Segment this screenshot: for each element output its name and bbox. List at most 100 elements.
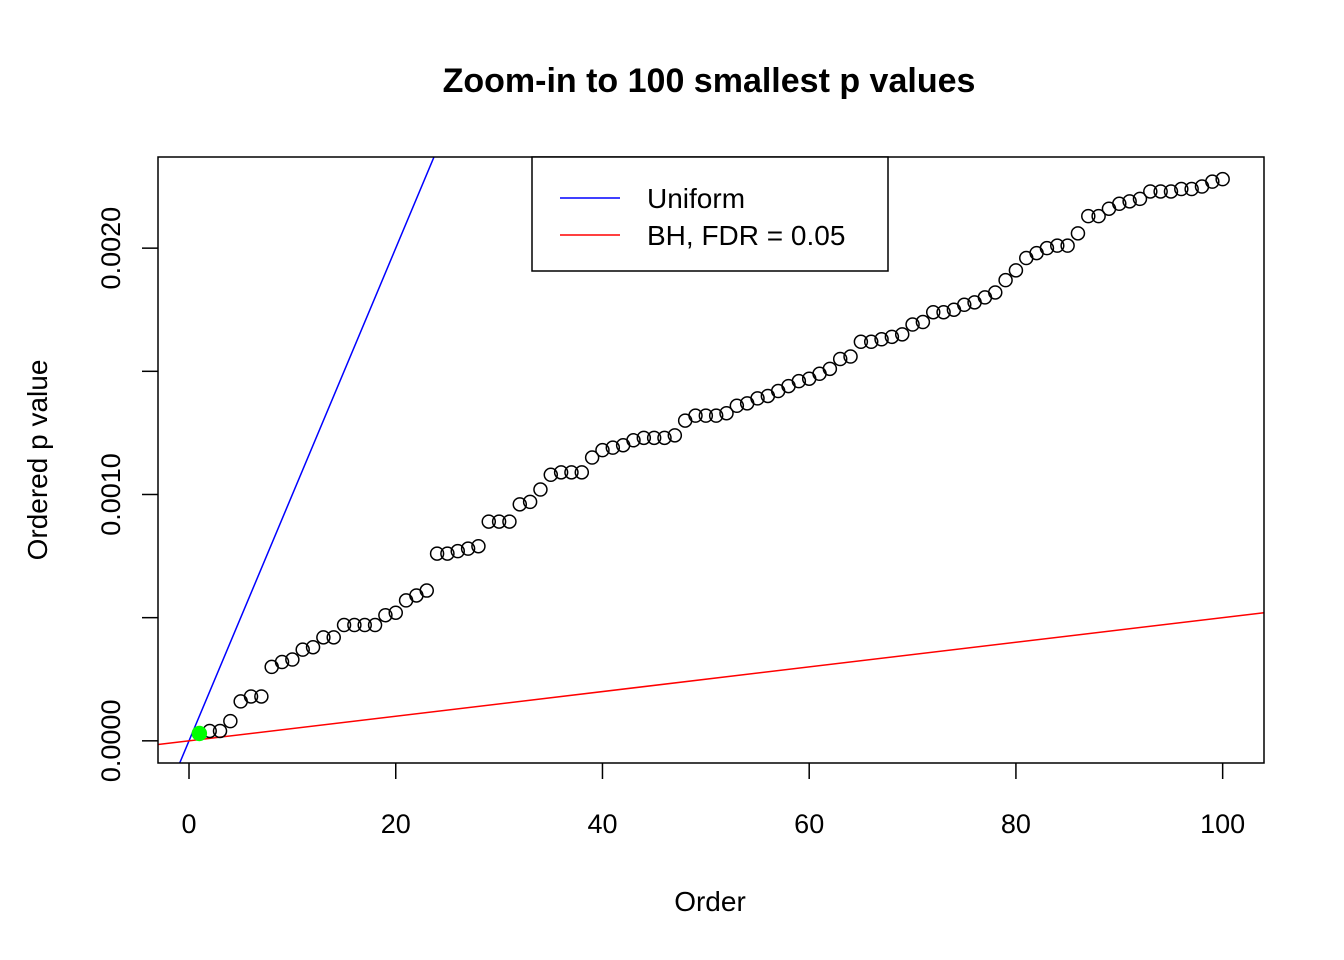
data-point: [1081, 208, 1096, 224]
x-axis: 0 20 40 60 80 100: [181, 763, 1245, 839]
y-tick-label: 0.0010: [96, 453, 126, 536]
data-point: [667, 428, 683, 443]
x-tick-label: 0: [181, 809, 196, 839]
data-point: [326, 630, 341, 645]
reference-lines: [158, 157, 1264, 763]
data-point: [212, 723, 228, 739]
data-point: [522, 494, 538, 510]
data-point: [378, 607, 393, 623]
x-tick-label: 100: [1200, 809, 1245, 839]
data-point: [605, 440, 621, 455]
data-point: [1132, 191, 1148, 207]
y-axis-label: Ordered p value: [22, 360, 53, 561]
legend-box: [531, 156, 889, 272]
data-point: [646, 430, 662, 446]
data-point: [419, 583, 434, 598]
x-tick-label: 80: [1001, 809, 1031, 839]
data-point: [553, 465, 569, 480]
data-point: [822, 361, 838, 377]
data-point: [1184, 181, 1199, 197]
data-point: [440, 546, 455, 561]
data-point: [285, 652, 300, 667]
data-point: [533, 482, 548, 497]
y-tick-label: 0.0020: [96, 207, 126, 290]
data-point: [274, 654, 290, 670]
data-point: [429, 546, 445, 561]
data-point: [502, 514, 517, 529]
data-point: [1091, 208, 1106, 224]
data-point: [347, 617, 362, 633]
data-point: [471, 538, 486, 554]
data-point: [336, 617, 352, 633]
data-point: [1039, 240, 1055, 256]
data-point: [719, 405, 734, 421]
y-tick-label: 0.0000: [96, 700, 126, 783]
data-point: [956, 297, 972, 313]
legend-label-bh: BH, FDR = 0.05: [647, 220, 845, 251]
data-point: [357, 617, 372, 633]
data-point: [1008, 263, 1024, 278]
data-point: [1050, 238, 1065, 253]
data-point: [316, 630, 331, 645]
chart-title: Zoom-in to 100 smallest p values: [443, 62, 976, 100]
data-point: [791, 373, 807, 389]
data-point: [936, 304, 951, 320]
data-point: [925, 304, 941, 320]
reference-line-bh: [158, 611, 1264, 746]
data-point: [729, 398, 745, 414]
data-point: [1205, 174, 1220, 189]
highlight-point: [191, 725, 208, 742]
data-point: [1163, 184, 1179, 199]
data-point: [367, 617, 383, 633]
data-point: [388, 605, 403, 620]
data-point: [1215, 171, 1230, 187]
data-point: [1070, 226, 1086, 241]
legend-label-uniform: Uniform: [647, 183, 745, 214]
data-point: [595, 442, 610, 458]
data-point: [1153, 184, 1168, 199]
data-point: [1060, 238, 1075, 253]
x-tick-label: 40: [587, 809, 617, 839]
data-point: [543, 467, 559, 483]
x-tick-label: 20: [381, 809, 411, 839]
data-point: [843, 349, 858, 364]
data-point: [863, 334, 879, 350]
data-point: [698, 408, 714, 423]
legend: Uniform BH, FDR = 0.05: [531, 156, 889, 272]
data-point: [460, 541, 476, 556]
data-point: [574, 465, 590, 480]
y-axis: 0.0000 0.0010 0.0020: [96, 207, 158, 782]
data-point: [223, 713, 238, 729]
data-point: [626, 433, 641, 448]
data-point: [1122, 194, 1137, 209]
x-tick-label: 60: [794, 809, 824, 839]
data-point: [254, 689, 269, 704]
data-point: [512, 497, 528, 512]
data-point: [998, 272, 1013, 288]
data-point: [305, 639, 321, 655]
x-axis-label: Order: [674, 886, 746, 917]
data-point: [750, 391, 765, 406]
data-point: [295, 642, 310, 657]
data-point: [708, 408, 724, 423]
data-point: [874, 332, 889, 347]
data-point: [584, 450, 600, 465]
data-point: [884, 329, 900, 345]
data-point: [905, 317, 920, 332]
data-point: [564, 465, 579, 480]
data-point: [243, 689, 259, 704]
data-point: [1112, 196, 1127, 212]
data-point: [853, 334, 869, 350]
data-point: [481, 514, 497, 529]
data-point: [636, 430, 652, 446]
data-point: [657, 430, 672, 446]
data-points: [191, 171, 1230, 742]
data-point: [688, 408, 703, 423]
reference-line-uniform: [178, 157, 435, 763]
data-point: [915, 314, 931, 330]
data-point: [894, 327, 910, 342]
data-point: [491, 514, 507, 529]
data-point: [832, 351, 848, 367]
data-point: [988, 285, 1003, 300]
